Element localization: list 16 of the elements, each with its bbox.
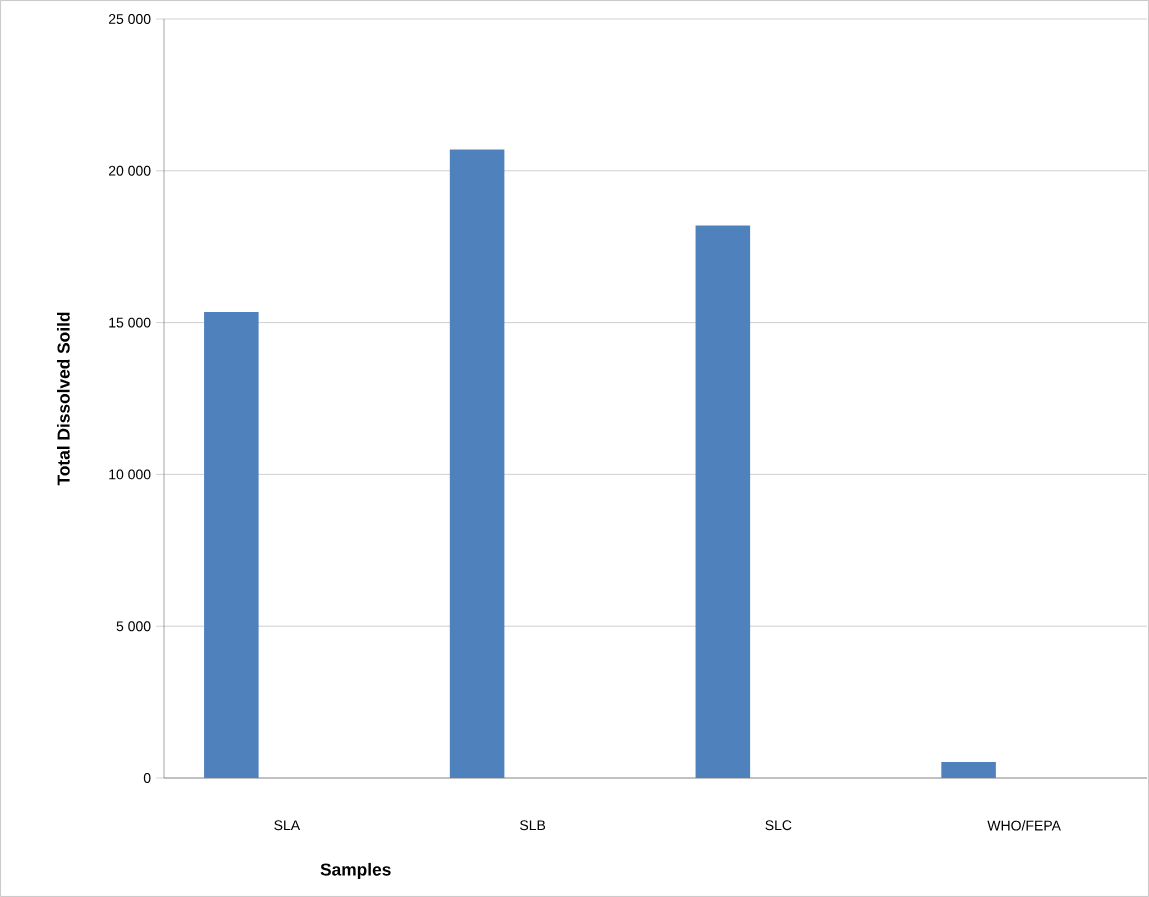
bar bbox=[941, 761, 996, 778]
y-tick-label: 20 000 bbox=[108, 165, 151, 176]
x-axis-title: Samples bbox=[320, 862, 391, 880]
y-tick-label: 5 000 bbox=[116, 621, 151, 632]
y-tick-label: 10 000 bbox=[109, 469, 151, 480]
x-tick-label: SLC bbox=[765, 820, 792, 831]
y-tick-label: 25 000 bbox=[108, 14, 151, 24]
x-tick-label: WHO/FEPA bbox=[987, 820, 1061, 831]
bar bbox=[695, 225, 751, 778]
y-axis-title: Total Dissolved Soild bbox=[57, 312, 70, 486]
x-tick-label: SLA bbox=[274, 820, 301, 831]
y-tick-label: 15 000 bbox=[109, 317, 151, 328]
bar bbox=[449, 149, 505, 778]
bar bbox=[204, 311, 259, 778]
x-tick-label: SLB bbox=[520, 820, 546, 831]
y-tick-label: 0 bbox=[143, 773, 151, 783]
